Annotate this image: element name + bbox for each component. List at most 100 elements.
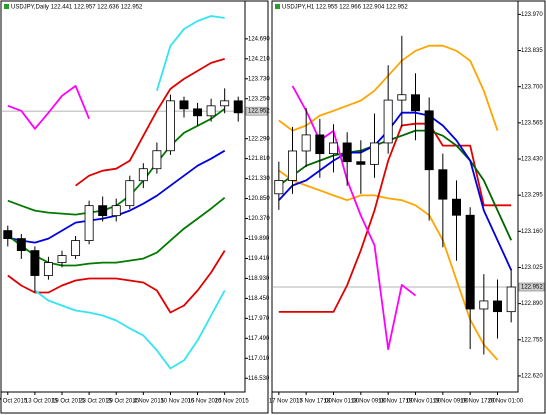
candle-body [328, 142, 338, 155]
candle-body [383, 99, 393, 144]
x-tick-label: 17 Nov 17:00 [296, 399, 332, 405]
candle-body [165, 100, 175, 152]
chart-title: USDJPY,Daily 122.441 122.957 122.636 122… [11, 5, 143, 11]
y-tick-label: 123.250 [248, 96, 270, 102]
candle-body [369, 142, 379, 165]
x-tick-label: 20 Nov 01:00 [488, 399, 524, 405]
y-tick-label: 123.565 [521, 120, 543, 126]
y-tick-label: 123.295 [521, 193, 543, 199]
candle-body [71, 240, 81, 256]
candle-body [30, 250, 40, 276]
candle-body [465, 214, 475, 310]
y-tick-label: 123.160 [521, 229, 543, 235]
y-tick-label: 120.370 [248, 216, 270, 222]
x-tick-label: 7 Oct 2015 [0, 399, 28, 405]
candle-body [179, 100, 189, 110]
candle-body [57, 255, 67, 263]
x-tick-label: 4 Nov 2015 [133, 399, 164, 405]
candle-body [220, 100, 230, 107]
x-tick-label: 19 Nov 09:00 [433, 399, 469, 405]
indicator-line [278, 129, 513, 241]
candle-body [438, 169, 448, 200]
y-tick-label: 123.700 [521, 84, 543, 90]
y-tick-label: 117.970 [248, 316, 270, 322]
candle-body [98, 205, 108, 217]
candle-body [479, 300, 489, 310]
plot-frame [0, 0, 246, 393]
candle-body [410, 94, 420, 112]
title-icon [4, 4, 9, 9]
current-price-label: 122.952 [248, 109, 270, 115]
x-tick-label: 29 Oct 2015 [106, 399, 139, 405]
y-tick-label: 116.530 [248, 376, 270, 382]
candle-body [424, 110, 434, 171]
candle-body [152, 150, 162, 170]
y-tick-label: 122.890 [521, 301, 543, 307]
y-tick-label: 117.010 [248, 356, 270, 362]
indicator-line [291, 85, 417, 351]
y-tick-label: 122.620 [521, 374, 543, 380]
y-tick-label: 123.970 [521, 12, 543, 18]
x-tick-label: 19 Oct 2015 [52, 399, 85, 405]
y-tick-label: 122.290 [248, 136, 270, 142]
x-tick-label: 18 Nov 17:00 [378, 399, 414, 405]
current-price-label: 122.952 [521, 285, 543, 291]
indicator-line [7, 85, 90, 130]
candle-body [274, 180, 284, 195]
x-tick-label: 17 Nov 2015 [269, 399, 304, 405]
y-tick-label: 123.430 [521, 157, 543, 163]
current-price-box [518, 282, 545, 292]
candle-body [342, 142, 352, 163]
candle-body [287, 150, 297, 181]
candle-body [315, 134, 325, 155]
candle-body [206, 105, 216, 117]
indicator-line [278, 169, 499, 361]
y-tick-label: 123.835 [521, 48, 543, 54]
x-tick-label: 19 Nov 01:00 [406, 399, 442, 405]
candle-body [492, 300, 502, 313]
candle-body [16, 238, 26, 251]
x-tick-label: 18 Nov 01:00 [324, 399, 360, 405]
title-icon [275, 4, 280, 9]
candle-body [301, 134, 311, 152]
x-tick-label: 13 Oct 2015 [25, 399, 58, 405]
candle-body [397, 94, 407, 101]
candle-body [3, 230, 13, 239]
y-tick-label: 121.330 [248, 176, 270, 182]
indicator-line [278, 111, 513, 271]
indicator-line [156, 15, 225, 92]
x-tick-label: 23 Oct 2015 [79, 399, 112, 405]
axis-frame [0, 0, 269, 414]
candle-body [193, 108, 203, 117]
candle-body [84, 205, 94, 241]
y-tick-label: 118.450 [248, 296, 270, 302]
candle-body [138, 168, 148, 182]
indicator-line [278, 122, 512, 313]
candle-body [111, 205, 121, 217]
y-tick-label: 119.410 [248, 256, 270, 262]
y-tick-label: 117.490 [248, 336, 270, 342]
candle-body [451, 198, 461, 216]
x-tick-label: 20 Nov 2015 [215, 399, 250, 405]
y-tick-label: 120.850 [248, 196, 270, 202]
y-tick-label: 124.690 [248, 36, 270, 42]
indicator-line [75, 58, 225, 187]
candle-body [356, 161, 366, 165]
chart-title: USDJPY,H1 122.955 122.966 122.904 122.95… [282, 5, 408, 11]
y-tick-label: 123.025 [521, 265, 543, 271]
y-tick-label: 123.730 [248, 76, 270, 82]
candle-body [43, 262, 53, 276]
x-tick-label: 18 Nov 09:00 [351, 399, 387, 405]
x-tick-label: 16 Nov 2015 [188, 399, 223, 405]
indicator-line [7, 196, 226, 267]
y-tick-label: 119.890 [248, 236, 270, 242]
axis-frame [271, 0, 546, 414]
indicator-line [7, 250, 226, 314]
candle-body [506, 286, 516, 313]
plot-frame [271, 0, 519, 393]
y-tick-label: 122.755 [521, 337, 543, 343]
y-tick-label: 124.210 [248, 56, 270, 62]
y-tick-label: 118.930 [248, 276, 270, 282]
